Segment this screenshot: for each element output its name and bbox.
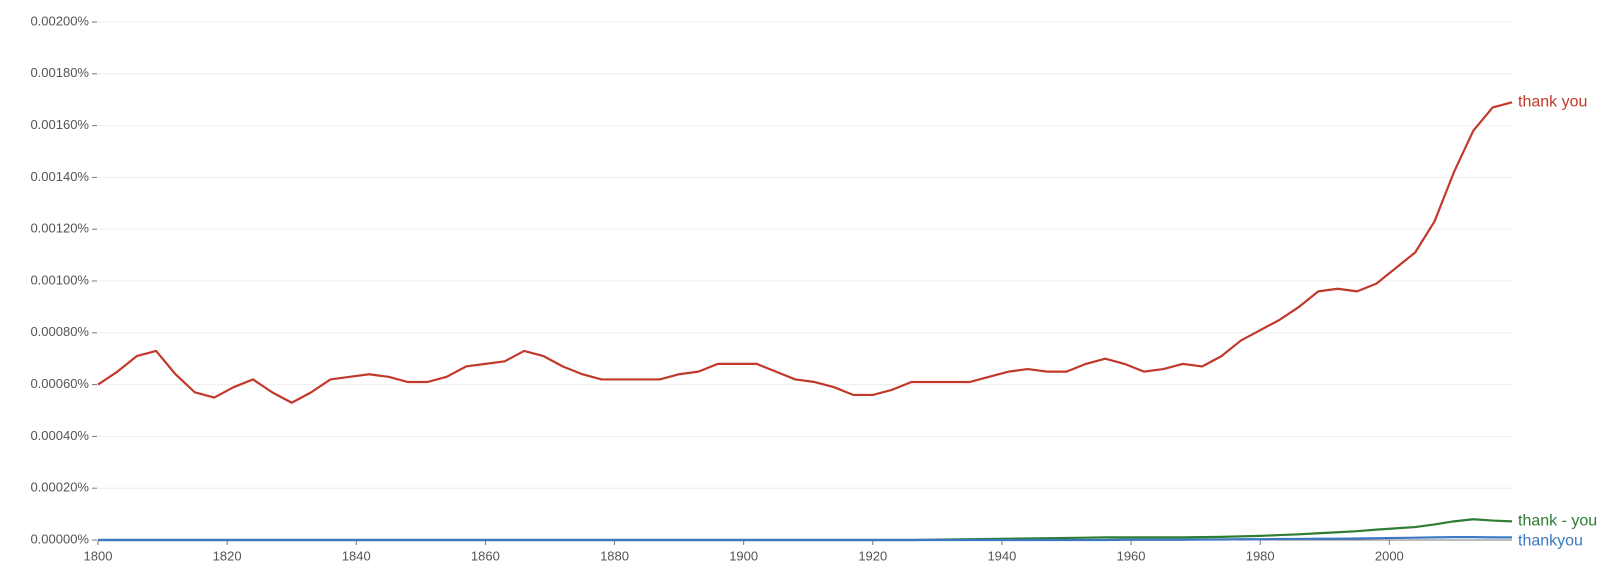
y-tick-label: 0.00100% xyxy=(30,272,89,287)
y-tick-label: 0.00180% xyxy=(30,65,89,80)
x-tick-label: 1940 xyxy=(987,548,1016,563)
series-label: thank you xyxy=(1518,94,1587,111)
y-tick-label: 0.00080% xyxy=(30,324,89,339)
series-line xyxy=(97,101,1513,404)
x-tick-label: 1900 xyxy=(729,548,758,563)
y-tick-label: 0.00140% xyxy=(30,169,89,184)
x-tick-label: 1880 xyxy=(600,548,629,563)
y-tick-label: 0.00000% xyxy=(30,531,89,546)
x-tick-label: 1820 xyxy=(213,548,242,563)
series-label: thank - you xyxy=(1518,513,1597,530)
y-tick-label: 0.00160% xyxy=(30,117,89,132)
y-tick-label: 0.00200% xyxy=(30,13,89,28)
x-tick-label: 1840 xyxy=(342,548,371,563)
series-line xyxy=(98,518,1513,542)
x-tick-label: 1920 xyxy=(858,548,887,563)
x-tick-label: 1980 xyxy=(1246,548,1275,563)
x-tick-label: 1800 xyxy=(84,548,113,563)
x-tick-label: 1960 xyxy=(1117,548,1146,563)
y-tick-label: 0.00040% xyxy=(30,428,89,443)
x-tick-label: 1860 xyxy=(471,548,500,563)
y-tick-label: 0.00020% xyxy=(30,480,89,495)
series-label: thankyou xyxy=(1518,533,1583,550)
y-tick-label: 0.00060% xyxy=(30,376,89,391)
x-tick-label: 2000 xyxy=(1375,548,1404,563)
y-tick-label: 0.00120% xyxy=(30,221,89,236)
series-line xyxy=(98,536,1512,542)
